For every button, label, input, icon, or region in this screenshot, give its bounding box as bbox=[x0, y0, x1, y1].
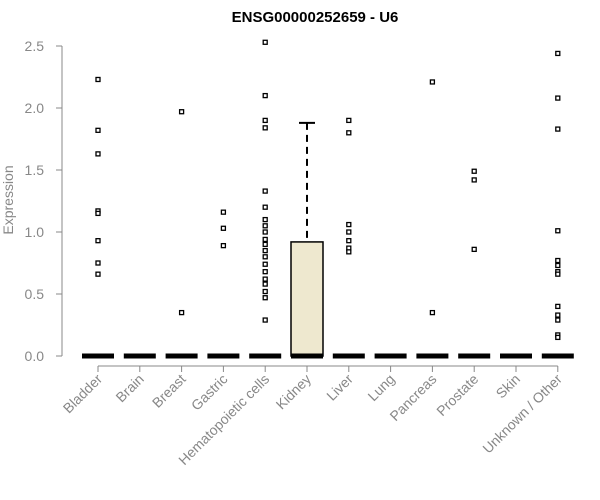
outlier-point bbox=[262, 229, 268, 235]
outlier-point bbox=[555, 317, 561, 323]
outlier-point bbox=[95, 260, 101, 266]
x-tick-label: Kidney bbox=[273, 371, 315, 413]
outlier-point bbox=[346, 229, 352, 235]
outlier-point bbox=[262, 223, 268, 229]
y-tick-label: 2.5 bbox=[25, 38, 45, 54]
outlier-point bbox=[555, 50, 561, 57]
y-tick-label: 0.0 bbox=[25, 348, 45, 364]
outlier-point bbox=[262, 188, 268, 194]
outlier-point bbox=[95, 238, 101, 244]
outlier-point bbox=[262, 117, 268, 124]
outlier-point bbox=[555, 126, 561, 132]
box-breast bbox=[165, 109, 198, 359]
x-tick-label: Unknown / Other bbox=[479, 371, 565, 457]
outlier-point bbox=[346, 249, 352, 255]
outlier-point bbox=[555, 303, 561, 310]
outlier-point bbox=[262, 295, 268, 301]
outlier-point bbox=[262, 247, 268, 254]
outlier-point bbox=[178, 109, 185, 115]
box-pancreas bbox=[416, 79, 449, 359]
outlier-point bbox=[95, 76, 101, 83]
x-tick-label: Bladder bbox=[60, 371, 106, 417]
outlier-point bbox=[555, 228, 561, 234]
outlier-point bbox=[471, 246, 477, 253]
outlier-point bbox=[346, 117, 352, 124]
outlier-point bbox=[346, 238, 352, 244]
y-axis-label: Expression bbox=[0, 165, 16, 234]
x-tick-label: Brain bbox=[112, 371, 146, 405]
box-bladder bbox=[82, 76, 114, 359]
outlier-point bbox=[262, 204, 268, 210]
outlier-point bbox=[429, 79, 436, 85]
outlier-point bbox=[262, 317, 268, 323]
y-tick-label: 1.5 bbox=[25, 162, 45, 178]
outlier-point bbox=[95, 210, 101, 217]
box-liver bbox=[332, 117, 365, 359]
outlier-point bbox=[262, 269, 268, 275]
outlier-point bbox=[95, 127, 101, 133]
outlier-point bbox=[555, 312, 561, 318]
outlier-point bbox=[262, 261, 268, 267]
outlier-point bbox=[555, 257, 561, 264]
outlier-point bbox=[262, 125, 268, 131]
outlier-point bbox=[262, 92, 268, 99]
outlier-point bbox=[555, 334, 561, 341]
box-kidney bbox=[290, 121, 324, 359]
outlier-point bbox=[262, 216, 268, 223]
boxplot-series bbox=[82, 39, 574, 359]
outlier-point bbox=[555, 262, 561, 269]
box-gastric bbox=[207, 209, 240, 359]
outlier-point bbox=[262, 241, 268, 248]
outlier-point bbox=[262, 276, 268, 282]
outlier-point bbox=[220, 242, 227, 249]
y-tick-label: 2.0 bbox=[25, 100, 45, 116]
x-tick-label: Lung bbox=[364, 371, 397, 404]
x-tick-label: Breast bbox=[149, 371, 189, 411]
outlier-point bbox=[262, 288, 268, 295]
box-unknown-other bbox=[541, 50, 574, 359]
box-hematopoietic-cells bbox=[249, 39, 282, 359]
y-tick-label: 1.0 bbox=[25, 224, 45, 240]
outlier-point bbox=[178, 309, 185, 316]
y-tick-label: 0.5 bbox=[25, 286, 45, 302]
outlier-point bbox=[346, 130, 352, 136]
outlier-point bbox=[262, 236, 268, 243]
outlier-point bbox=[429, 309, 436, 316]
outlier-point bbox=[95, 151, 101, 157]
x-tick-label: Skin bbox=[493, 371, 524, 402]
box-prostate bbox=[458, 168, 491, 359]
outlier-point bbox=[471, 168, 477, 174]
outlier-point bbox=[471, 177, 477, 183]
outlier-point bbox=[220, 209, 227, 215]
x-tick-label: Liver bbox=[323, 371, 356, 404]
outlier-point bbox=[262, 39, 268, 45]
outlier-point bbox=[262, 281, 268, 287]
outlier-point bbox=[555, 95, 561, 101]
chart-title: ENSG00000252659 - U6 bbox=[232, 9, 399, 26]
outlier-point bbox=[220, 225, 227, 231]
outlier-point bbox=[555, 271, 561, 277]
outlier-point bbox=[346, 221, 352, 228]
x-tick-label: Prostate bbox=[433, 371, 481, 419]
outlier-point bbox=[95, 271, 101, 277]
box-iqr bbox=[290, 241, 324, 357]
outlier-point bbox=[262, 254, 268, 260]
y-axis: 0.0 0.5 1.0 1.5 2.0 2.5 bbox=[25, 38, 63, 364]
